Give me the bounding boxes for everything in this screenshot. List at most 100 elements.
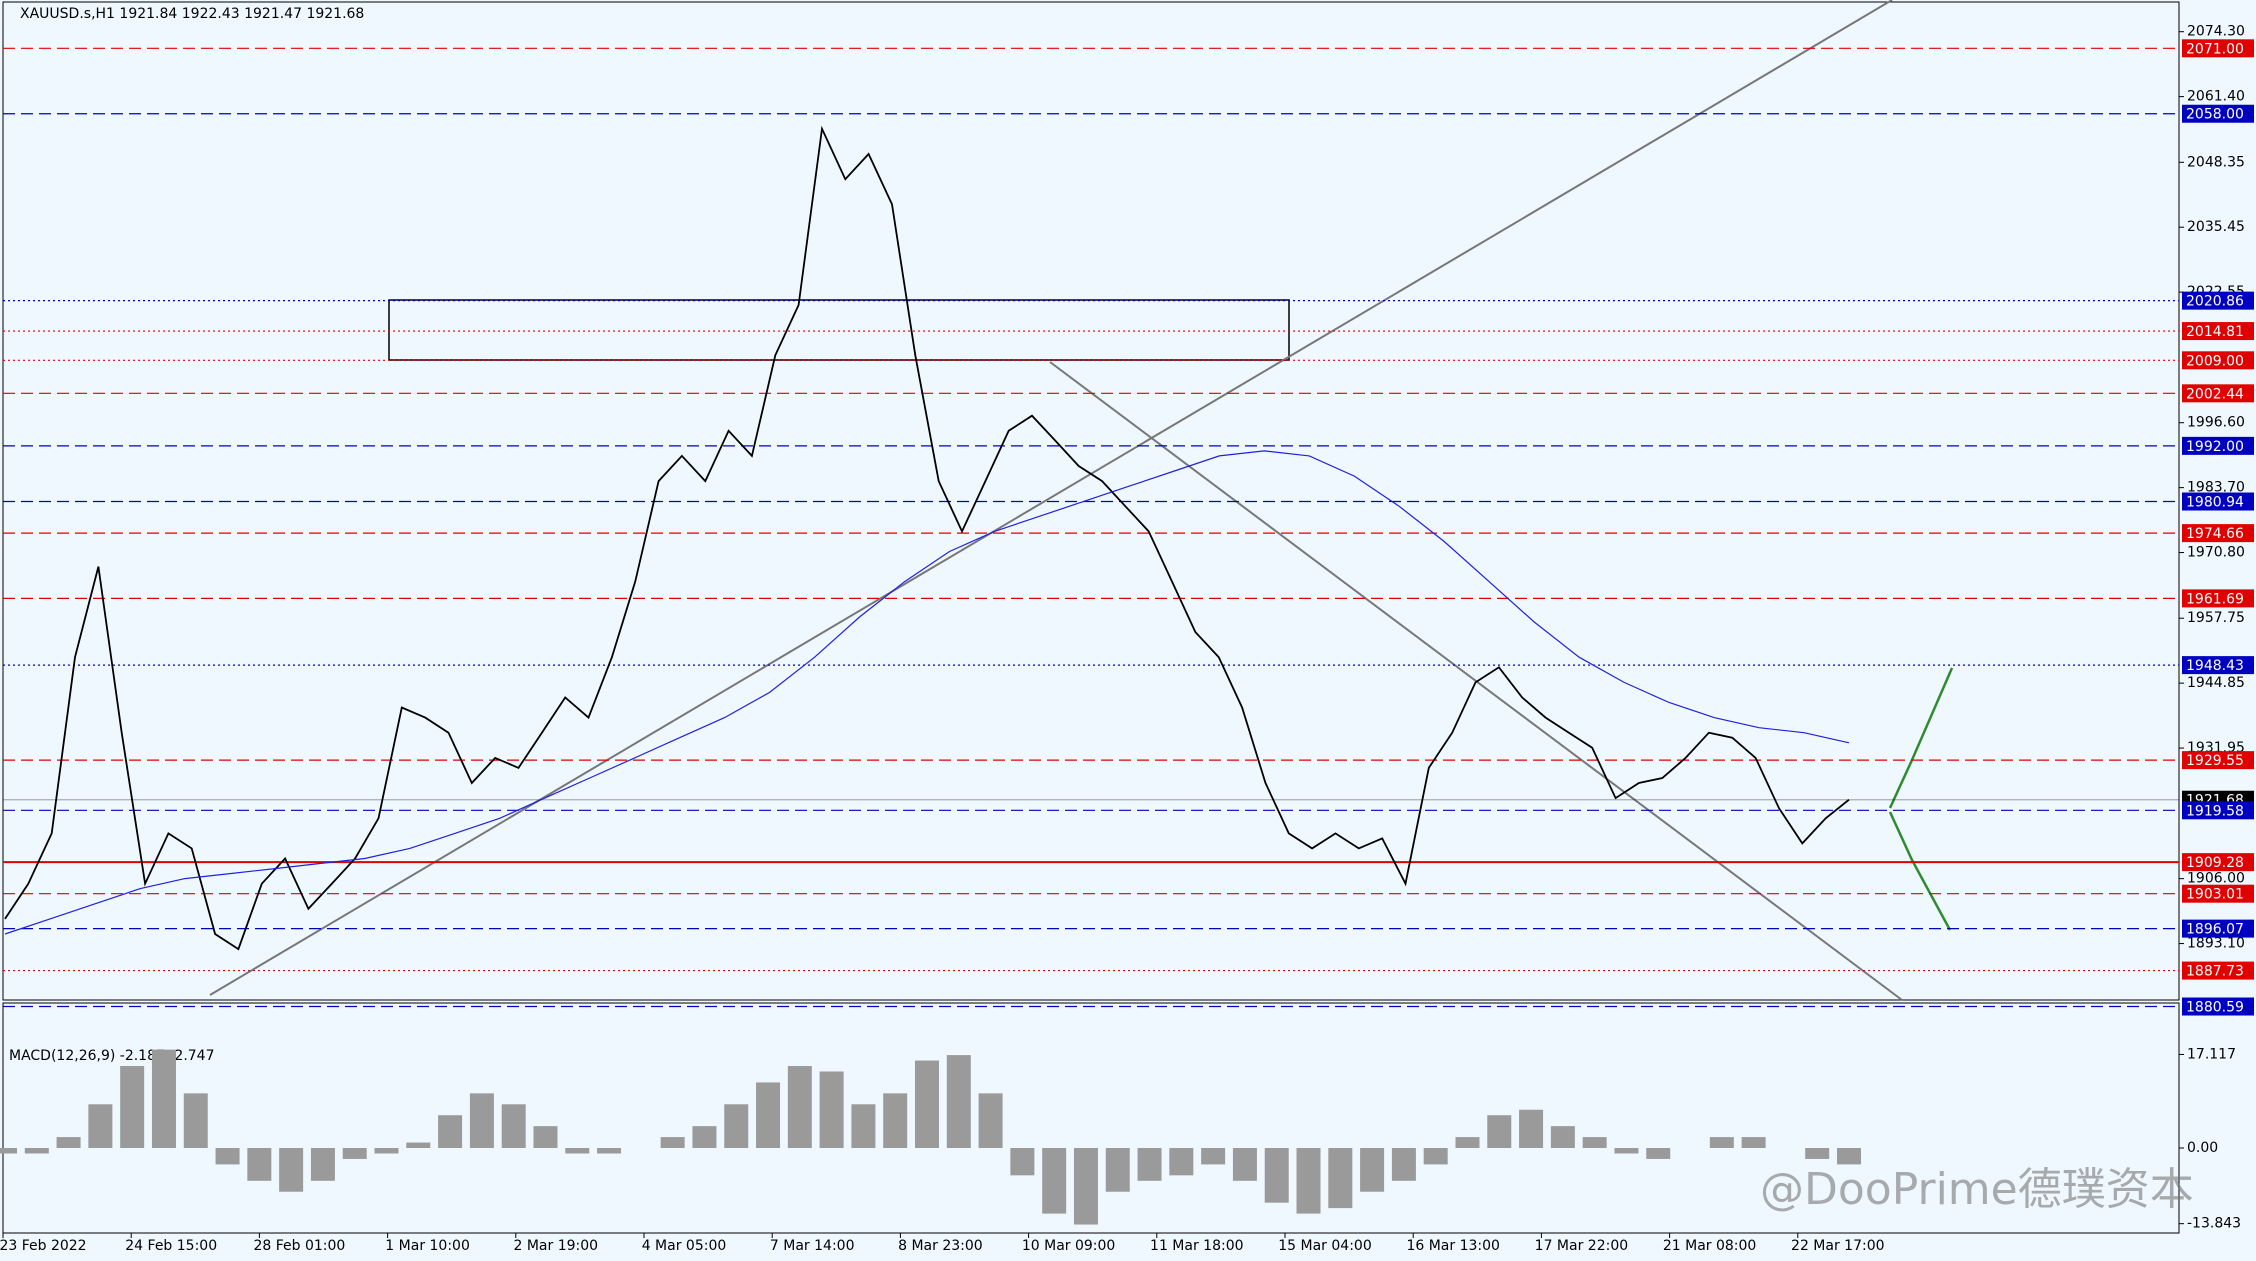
macd-bar bbox=[692, 1126, 717, 1149]
macd-bar bbox=[1455, 1137, 1480, 1149]
macd-bar bbox=[24, 1148, 49, 1154]
macd-bar bbox=[1296, 1148, 1321, 1214]
level-label: 1903.01 bbox=[2186, 887, 2244, 903]
macd-bar bbox=[1709, 1137, 1734, 1149]
level-label: 2014.81 bbox=[2186, 324, 2244, 340]
macd-bar bbox=[1105, 1148, 1130, 1192]
macd-bar bbox=[247, 1148, 272, 1181]
macd-bar bbox=[978, 1093, 1003, 1149]
x-tick-label: 10 Mar 09:00 bbox=[1022, 1238, 1115, 1254]
macd-bar bbox=[1837, 1148, 1861, 1165]
price-line bbox=[4, 125, 1850, 951]
y-tick-label: 1970.80 bbox=[2187, 545, 2245, 561]
macd-bar bbox=[342, 1148, 367, 1159]
level-label: 2009.00 bbox=[2186, 353, 2244, 369]
macd-bar bbox=[0, 1148, 17, 1154]
macd-bar bbox=[1550, 1126, 1575, 1149]
level-label: 1880.59 bbox=[2186, 1000, 2244, 1016]
macd-bar bbox=[1487, 1115, 1512, 1149]
macd-bar bbox=[374, 1148, 399, 1154]
price-line bbox=[4, 450, 1850, 935]
macd-bar bbox=[1805, 1148, 1830, 1159]
x-tick-label: 17 Mar 22:00 bbox=[1535, 1238, 1628, 1254]
x-tick-label: 21 Mar 08:00 bbox=[1663, 1238, 1756, 1254]
x-tick-label: 24 Feb 15:00 bbox=[125, 1238, 217, 1254]
y-tick-label: 1893.10 bbox=[2187, 936, 2245, 952]
macd-bar bbox=[1328, 1148, 1353, 1209]
level-tag bbox=[2182, 801, 2254, 820]
y-tick-label: 1906.00 bbox=[2187, 871, 2245, 887]
macd-bar bbox=[1519, 1109, 1544, 1149]
level-label: 1896.07 bbox=[2186, 922, 2244, 938]
level-tag bbox=[2182, 322, 2254, 341]
level-label: 1948.43 bbox=[2186, 658, 2244, 674]
level-tag bbox=[2182, 492, 2254, 511]
macd-bar bbox=[851, 1104, 876, 1149]
level-tag bbox=[2182, 384, 2254, 403]
y-tick-label: 1957.75 bbox=[2187, 610, 2245, 626]
macd-bar bbox=[183, 1093, 208, 1149]
macd-bar bbox=[597, 1148, 622, 1154]
level-label: 1909.28 bbox=[2186, 855, 2244, 871]
macd-bar bbox=[1423, 1148, 1448, 1165]
x-tick-label: 16 Mar 13:00 bbox=[1406, 1238, 1499, 1254]
level-tag bbox=[2182, 351, 2254, 370]
y-tick-label: 2048.35 bbox=[2187, 154, 2245, 170]
macd-bar bbox=[946, 1055, 971, 1149]
level-label: 1887.73 bbox=[2186, 964, 2244, 980]
macd-bar bbox=[88, 1104, 113, 1149]
x-tick-label: 28 Feb 01:00 bbox=[253, 1238, 345, 1254]
macd-bar bbox=[1646, 1148, 1671, 1159]
level-tag bbox=[2182, 104, 2254, 123]
macd-bar bbox=[1360, 1148, 1385, 1192]
macd-tick-label: 0.00 bbox=[2187, 1140, 2218, 1156]
x-tick-label: 7 Mar 14:00 bbox=[770, 1238, 855, 1254]
macd-bar bbox=[1582, 1137, 1607, 1149]
macd-bar bbox=[1042, 1148, 1067, 1214]
level-tag bbox=[2182, 997, 2254, 1016]
macd-bar bbox=[1073, 1148, 1098, 1225]
level-label: 2058.00 bbox=[2186, 107, 2244, 123]
macd-bar bbox=[501, 1104, 526, 1149]
level-tag bbox=[2182, 39, 2254, 58]
macd-bar bbox=[1391, 1148, 1416, 1181]
level-label: 2002.44 bbox=[2186, 386, 2244, 402]
trend-line bbox=[209, 0, 1893, 996]
level-tag bbox=[2182, 853, 2254, 872]
level-tag bbox=[2182, 524, 2254, 543]
macd-bar bbox=[724, 1104, 749, 1149]
level-tag bbox=[2182, 589, 2254, 608]
macd-bar bbox=[565, 1148, 590, 1154]
y-tick-label: 2074.30 bbox=[2187, 24, 2245, 40]
level-label: 1929.55 bbox=[2186, 753, 2244, 769]
level-label: 1974.66 bbox=[2186, 526, 2244, 542]
level-label: 2020.86 bbox=[2186, 294, 2244, 310]
macd-bar bbox=[1169, 1148, 1194, 1176]
macd-bar bbox=[787, 1066, 812, 1149]
macd-tick-label: 17.117 bbox=[2187, 1046, 2236, 1062]
level-tag bbox=[2182, 919, 2254, 938]
x-tick-label: 11 Mar 18:00 bbox=[1150, 1238, 1243, 1254]
level-label: 1961.69 bbox=[2186, 591, 2244, 607]
level-label: 1992.00 bbox=[2186, 439, 2244, 455]
level-tag bbox=[2182, 436, 2254, 455]
level-tag bbox=[2182, 291, 2254, 310]
macd-pane bbox=[2, 1002, 2180, 1234]
x-tick-label: 4 Mar 05:00 bbox=[642, 1238, 727, 1254]
macd-bar bbox=[1614, 1148, 1639, 1154]
symbol-header: XAUUSD.s,H1 1921.84 1922.43 1921.47 1921… bbox=[20, 6, 364, 22]
x-tick-label: 15 Mar 04:00 bbox=[1278, 1238, 1371, 1254]
macd-bar bbox=[56, 1137, 81, 1149]
macd-bar bbox=[756, 1082, 781, 1149]
y-tick-label: 1944.85 bbox=[2187, 675, 2245, 691]
macd-bar bbox=[120, 1066, 145, 1149]
macd-bar bbox=[406, 1142, 431, 1149]
x-tick-label: 23 Feb 2022 bbox=[0, 1238, 87, 1254]
macd-bar bbox=[883, 1093, 908, 1149]
macd-bar bbox=[533, 1126, 558, 1149]
level-label: 1919.58 bbox=[2186, 803, 2244, 819]
watermark: @DooPrime德璞资本 bbox=[1760, 1164, 2194, 1215]
macd-bar bbox=[1741, 1137, 1766, 1149]
y-tick-label: 1983.70 bbox=[2187, 480, 2245, 496]
